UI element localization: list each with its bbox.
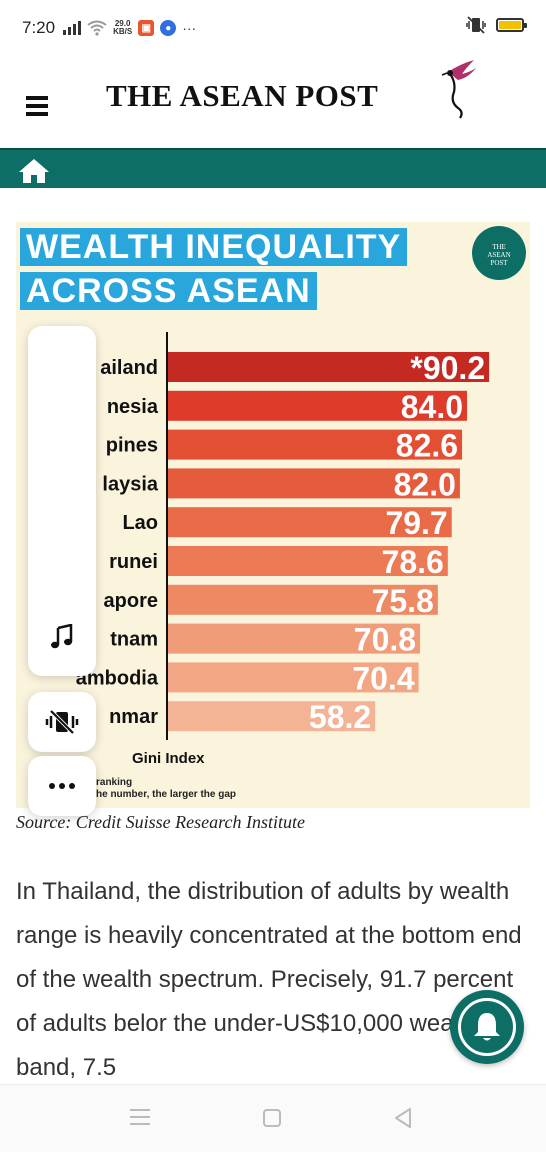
infographic-title-line2: ACROSS ASEAN — [20, 272, 317, 310]
bar-5 — [168, 507, 452, 538]
bar-value-label: 82.6 — [396, 428, 458, 464]
bar-value-label: 79.7 — [385, 505, 447, 541]
country-label: tnam — [110, 629, 158, 651]
bar-value-label: *90.2 — [410, 350, 485, 386]
network-speed-unit: KB/S — [113, 27, 133, 36]
status-icons: 29.0 KB/S ▣ ● ··· — [63, 20, 196, 36]
bar-4 — [168, 468, 460, 499]
bar-value-label: 70.4 — [352, 660, 414, 696]
bar-value-label: 84.0 — [401, 389, 463, 425]
country-label: pines — [106, 435, 158, 457]
recent-apps-button[interactable] — [130, 1109, 150, 1125]
article-paragraph: In Thailand, the distribution of adults … — [16, 878, 522, 1081]
country-label: nesia — [107, 396, 159, 418]
country-label: apore — [104, 590, 158, 612]
notification-bell-button[interactable] — [450, 990, 524, 1064]
vibrate-off-status-icon — [466, 16, 486, 34]
site-header: THE ASEAN POST — [0, 56, 546, 148]
infographic-image: WEALTH INEQUALITY ACROSS ASEAN THE ASEAN… — [16, 222, 530, 808]
home-nav-bar — [0, 148, 546, 188]
chart-axis-line — [166, 332, 168, 740]
vibrate-toggle-button[interactable] — [28, 692, 96, 752]
country-label: ambodia — [76, 667, 159, 689]
network-speed-value: 29.0 — [114, 19, 131, 28]
bar-9 — [168, 662, 419, 693]
country-label: runei — [109, 551, 158, 573]
floating-media-panel — [28, 326, 96, 676]
asean-post-badge: THE ASEAN POST — [472, 226, 526, 280]
image-source-caption: Source: Credit Suisse Research Institute — [16, 812, 305, 832]
wifi-icon — [87, 20, 107, 36]
x-axis-title: Gini Index — [132, 750, 205, 767]
signal-icon — [63, 21, 82, 35]
network-speed: 29.0 KB/S — [113, 20, 132, 36]
badge-line3: POST — [490, 259, 508, 267]
bar-value-label: 82.0 — [394, 466, 456, 502]
home-icon[interactable] — [18, 158, 50, 184]
home-button[interactable] — [263, 1109, 281, 1127]
logo-bird-icon — [441, 60, 476, 119]
hamburger-icon[interactable] — [26, 96, 48, 116]
badge-line1: THE — [492, 243, 506, 251]
badge-line2: ASEAN — [487, 251, 511, 259]
bar-2 — [168, 390, 468, 421]
more-options-button[interactable] — [28, 756, 96, 816]
country-label: ailand — [100, 357, 158, 379]
site-logo[interactable]: THE ASEAN POST — [106, 78, 379, 113]
infographic-title-line1: WEALTH INEQUALITY — [20, 228, 408, 266]
more-notifications: ··· — [182, 20, 197, 36]
country-label: laysia — [102, 473, 158, 495]
country-label: nmar — [109, 706, 158, 728]
country-label: Lao — [122, 512, 158, 534]
bar-3 — [168, 429, 463, 460]
bar-10 — [168, 701, 376, 732]
note-line2: he number, the larger the gap — [96, 789, 237, 800]
more-dots-icon — [49, 783, 75, 789]
battery-icon — [496, 18, 527, 32]
status-time: 7:20 — [22, 18, 56, 37]
gini-bar-chart: *90.2 ailand 84.0 nesia 82.6 pines 82.0 laysia 7… — [76, 350, 490, 735]
note-line1: ranking — [96, 777, 133, 788]
bar-value-label: 75.8 — [372, 583, 434, 619]
vibrate-off-icon — [45, 709, 79, 735]
bar-1 — [168, 352, 490, 382]
system-navigation-bar — [0, 1084, 546, 1152]
status-bar: 7:20 29.0 KB/S ▣ ● ··· — [0, 0, 546, 56]
music-note-icon[interactable] — [50, 624, 74, 650]
bell-icon — [474, 1013, 500, 1041]
back-button[interactable] — [394, 1107, 412, 1129]
bar-value-label: 78.6 — [382, 544, 444, 580]
browser-app-icon: ● — [160, 20, 177, 36]
bar-7 — [168, 584, 438, 615]
bar-6 — [168, 546, 448, 576]
shop-app-icon: ▣ — [138, 20, 155, 36]
bar-value-label: 58.2 — [309, 699, 371, 735]
bar-8 — [168, 623, 421, 654]
bar-value-label: 70.8 — [354, 622, 416, 658]
